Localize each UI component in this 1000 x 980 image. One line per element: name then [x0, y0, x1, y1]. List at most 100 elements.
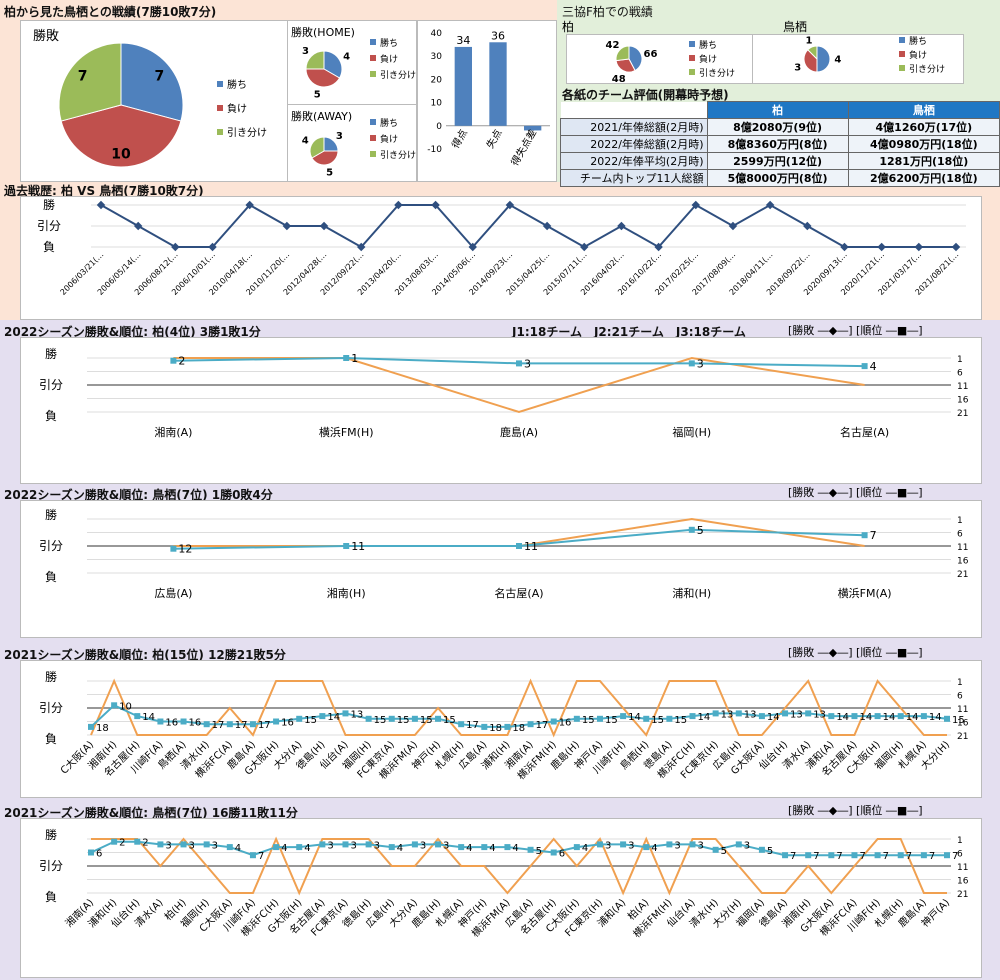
legend-swatch: [899, 51, 905, 57]
rank-value-label: 17: [212, 720, 225, 731]
rank-value-label: 15: [674, 715, 687, 726]
rank-value-label: 3: [443, 840, 449, 851]
evaluation-table: 柏 鳥栖 2021/年俸総額(2月時) 8億2080万(9位) 4億1260万(…: [560, 101, 1000, 187]
s21t-title: 2021シーズン勝敗&順位: 鳥栖(7位) 16勝11敗11分: [4, 806, 298, 820]
legend-swatch: [370, 71, 376, 77]
rank-value-label: 13: [790, 709, 803, 720]
table-cell: 4億1260万(17位): [847, 118, 1000, 136]
pie-value-label: 3: [794, 62, 801, 73]
y-label-win: 勝: [45, 507, 57, 522]
match-label: 名古屋(A): [494, 586, 543, 600]
rank-point: [365, 841, 372, 848]
pie-slice: [803, 49, 818, 73]
pie-main-title: 勝敗: [33, 29, 60, 44]
bar-y-tick: 40: [431, 29, 443, 39]
legend-label: 勝ち: [380, 37, 398, 49]
rank-point: [920, 713, 927, 720]
rank-value-label: 10: [119, 701, 132, 712]
history-point: [133, 221, 143, 231]
rank-value-label: 3: [212, 840, 218, 851]
rank-point: [516, 360, 522, 367]
rank-value-label: 14: [698, 712, 711, 723]
goals-bar-chart: -10 0 10 20 30 40 34 得点 36 失点 得失点差: [427, 29, 550, 168]
bar-y-tick: 0: [436, 122, 442, 132]
rank-axis-tick: 16: [957, 396, 969, 406]
legend-label: 引き分け: [380, 70, 416, 81]
rank-value-label: 6: [559, 849, 565, 860]
rank-point: [897, 713, 904, 720]
rank-point: [758, 713, 765, 720]
s22k-legend: [勝敗 ―◆―] [順位 ―■―]: [788, 324, 923, 337]
rank-point: [365, 715, 372, 722]
table-cell: 4億0980万円(18位): [847, 135, 1000, 153]
rank-point: [689, 841, 696, 848]
y-label-loss: 負: [45, 409, 57, 423]
rank-axis-tick: 16: [957, 719, 969, 729]
legend-label: 勝ち: [227, 78, 247, 91]
pie-value-label: 5: [314, 90, 321, 101]
y-label-win: 勝: [45, 669, 57, 684]
rank-value-label: 5: [697, 524, 704, 537]
pie-value-label: 3: [336, 131, 343, 142]
rank-value-label: 4: [512, 843, 518, 854]
rank-point: [458, 844, 465, 851]
rank-value-label: 3: [674, 840, 680, 851]
rank-point: [343, 355, 350, 361]
rank-point: [342, 841, 349, 848]
bar-得失点差: [524, 125, 542, 131]
rank-value-label: 17: [258, 720, 271, 731]
table-cell: 5億8000万円(8位): [706, 169, 849, 187]
history-chart: 勝引分負2006/03/21(…2006/05/14(…2006/08/12(……: [37, 197, 966, 297]
rank-value-label: 17: [536, 720, 549, 731]
rank-value-label: 14: [327, 712, 340, 723]
league-size-note: J1:18チーム J2:21チーム J3:18チーム: [512, 325, 746, 339]
rank-axis-tick: 11: [957, 382, 968, 392]
match-label: 浦和(H): [672, 587, 711, 600]
history-point: [282, 221, 292, 231]
pie-main-panel: 勝敗 7 10 7 勝ち 負け 引き分け: [20, 20, 288, 182]
legend-label: 負け: [380, 53, 398, 65]
rank-value-label: 4: [466, 843, 472, 854]
history-point: [319, 221, 329, 231]
rank-value-label: 4: [397, 843, 403, 854]
legend-swatch: [689, 55, 695, 61]
y-label-win: 勝: [45, 827, 57, 842]
history-point: [765, 200, 775, 210]
pie-value-label: 42: [605, 40, 619, 51]
legend-swatch: [370, 151, 376, 157]
history-point: [356, 242, 366, 252]
rank-point: [411, 715, 418, 722]
legend-label: 引き分け: [699, 68, 735, 79]
rank-value-label: 3: [628, 840, 634, 851]
rank-axis-tick: 6: [957, 850, 963, 860]
rank-axis-tick: 1: [957, 678, 963, 688]
result-line: [91, 836, 947, 896]
pie-slice: [305, 68, 341, 88]
rank-value-label: 7: [836, 851, 842, 862]
rank-value-label: 13: [721, 709, 734, 720]
rank-line: [90, 704, 948, 728]
pie-value-label: 4: [302, 136, 309, 147]
evaluation-title: 各紙のチーム評価(開幕時予想): [562, 86, 729, 103]
pie-value-label: 5: [326, 167, 333, 178]
history-point: [542, 221, 552, 231]
rank-value-label: 7: [813, 851, 819, 862]
rank-point: [666, 715, 673, 722]
legend-swatch: [217, 81, 223, 87]
rank-point: [550, 718, 557, 725]
pie-slice: [615, 45, 630, 62]
y-label-loss: 負: [45, 732, 57, 746]
rank-point: [712, 846, 719, 853]
rank-point: [861, 363, 868, 370]
rank-point: [944, 715, 950, 722]
rank-value-label: 7: [258, 851, 264, 862]
legend-label: 負け: [909, 49, 927, 61]
rank-point: [828, 852, 835, 859]
rank-value-label: 7: [883, 851, 889, 862]
y-label-draw: 引分: [37, 219, 61, 233]
s21k-title: 2021シーズン勝敗&順位: 柏(15位) 12勝21敗5分: [4, 648, 286, 662]
match-label: 湘南(A): [154, 425, 192, 439]
table-cell: チーム内トップ11人総額: [560, 169, 708, 187]
